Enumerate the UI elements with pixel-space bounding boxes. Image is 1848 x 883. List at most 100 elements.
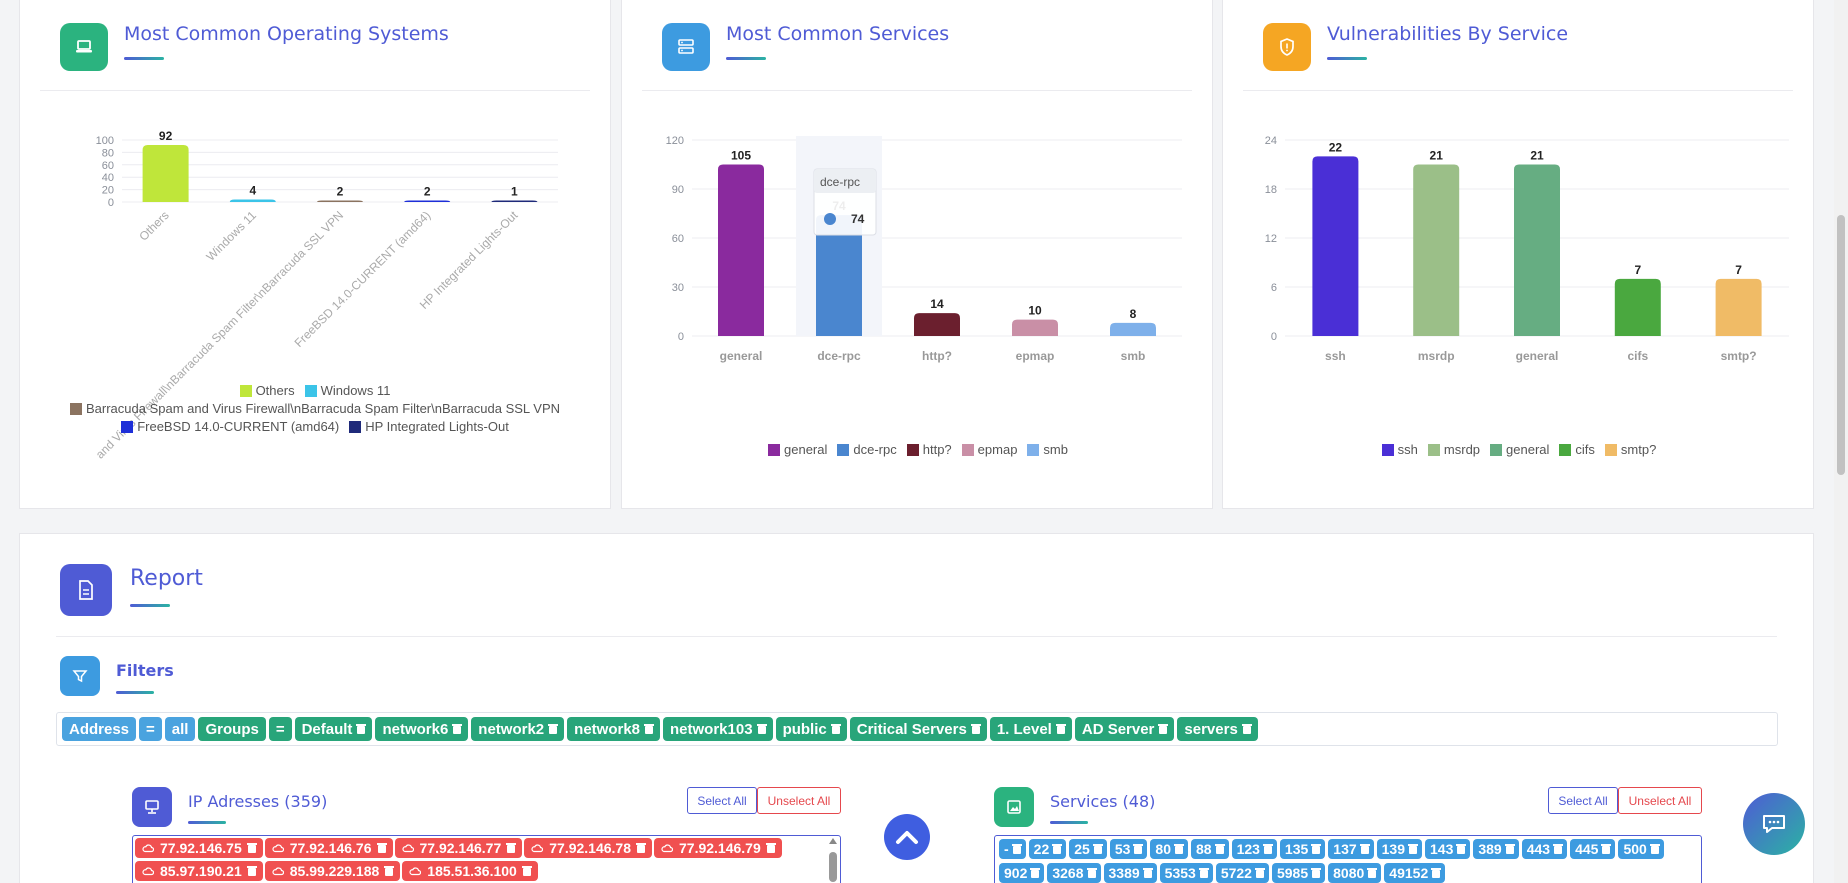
trash-icon[interactable] — [1241, 724, 1252, 734]
service-chip[interactable]: 500 — [1618, 839, 1664, 859]
service-chip[interactable]: 22 — [1028, 839, 1067, 859]
bar[interactable] — [317, 200, 363, 203]
filter-chip[interactable]: all — [164, 717, 196, 741]
trash-icon[interactable] — [1092, 844, 1103, 854]
scrollbar-thumb[interactable] — [1837, 215, 1845, 475]
trash-icon[interactable] — [1456, 844, 1467, 854]
trash-icon[interactable] — [1262, 844, 1273, 854]
service-chip[interactable]: 25 — [1069, 839, 1107, 859]
legend-item[interactable]: Barracuda Spam and Virus Firewall\nBarra… — [70, 400, 560, 418]
service-chip[interactable]: 123 — [1231, 839, 1277, 859]
trash-icon[interactable] — [1504, 844, 1515, 854]
service-chip[interactable]: 3268 — [1047, 863, 1101, 883]
legend-item[interactable]: http? — [906, 441, 952, 459]
bar[interactable] — [1715, 278, 1762, 336]
trash-icon[interactable] — [452, 724, 463, 734]
trash-icon[interactable] — [970, 724, 981, 734]
service-chip[interactable]: 137 — [1328, 839, 1374, 859]
ip-chip[interactable]: 77.92.146.79 — [654, 838, 782, 858]
trash-icon[interactable] — [636, 843, 646, 853]
bar[interactable] — [914, 313, 960, 336]
service-chip[interactable]: 143 — [1425, 839, 1471, 859]
service-chip[interactable]: 135 — [1279, 839, 1326, 859]
service-chip[interactable]: - — [999, 839, 1026, 859]
trash-icon[interactable] — [1601, 844, 1612, 854]
ip-select-all-button[interactable]: Select All — [687, 787, 757, 814]
legend-item[interactable]: Windows 11 — [304, 382, 390, 400]
service-chip[interactable]: 3389 — [1103, 863, 1157, 883]
trash-icon[interactable] — [1086, 868, 1097, 878]
services-unselect-all-button[interactable]: Unselect All — [1618, 787, 1702, 814]
legend-item[interactable]: cifs — [1559, 441, 1595, 459]
trash-icon[interactable] — [1553, 844, 1564, 854]
ip-chip[interactable]: 185.51.36.100 — [402, 861, 538, 881]
bar[interactable] — [1514, 164, 1560, 337]
legend-item[interactable]: smb — [1027, 441, 1068, 459]
service-chip[interactable]: 5353 — [1159, 863, 1213, 883]
service-chip[interactable]: 88 — [1190, 839, 1229, 859]
trash-icon[interactable] — [1311, 844, 1322, 854]
trash-icon[interactable] — [1011, 844, 1022, 854]
filter-chip[interactable]: network2 — [471, 717, 565, 741]
page-scrollbar[interactable] — [1834, 0, 1848, 883]
bar[interactable] — [1312, 156, 1359, 336]
trash-icon[interactable] — [1158, 724, 1169, 734]
service-chip[interactable]: 8080 — [1328, 863, 1382, 883]
filter-chip[interactable]: = — [268, 717, 292, 741]
legend-item[interactable]: ssh — [1381, 441, 1418, 459]
filter-chip[interactable]: servers — [1177, 717, 1258, 741]
filter-chip[interactable]: network8 — [567, 717, 661, 741]
filter-chip[interactable]: Address — [62, 717, 137, 741]
trash-icon[interactable] — [1214, 844, 1225, 854]
trash-icon[interactable] — [1254, 868, 1265, 878]
legend-item[interactable]: Others — [239, 382, 295, 400]
ip-chip[interactable]: 77.92.146.77 — [394, 838, 523, 858]
service-chip[interactable]: 5722 — [1215, 863, 1269, 883]
trash-icon[interactable] — [376, 843, 387, 853]
legend-item[interactable]: epmap — [961, 441, 1017, 459]
service-chip[interactable]: 389 — [1473, 839, 1519, 859]
service-chip[interactable]: 443 — [1521, 839, 1568, 859]
bar[interactable] — [404, 200, 451, 203]
trash-icon[interactable] — [506, 843, 517, 853]
bar[interactable] — [142, 144, 189, 202]
legend-item[interactable]: general — [1490, 441, 1549, 459]
bar[interactable] — [1110, 322, 1156, 336]
trash-icon[interactable] — [1649, 844, 1660, 854]
trash-icon[interactable] — [246, 866, 257, 876]
services-select-all-button[interactable]: Select All — [1548, 787, 1618, 814]
scroll-to-top-button[interactable] — [884, 814, 930, 860]
trash-icon[interactable] — [765, 843, 776, 853]
trash-icon[interactable] — [644, 724, 655, 734]
legend-item[interactable]: FreeBSD 14.0-CURRENT (amd64) — [121, 418, 339, 436]
trash-icon[interactable] — [830, 724, 841, 734]
service-chip[interactable]: 445 — [1570, 839, 1616, 859]
filter-chip[interactable]: Default — [294, 717, 373, 741]
trash-icon[interactable] — [1030, 868, 1041, 878]
trash-icon[interactable] — [1173, 844, 1184, 854]
trash-icon[interactable] — [521, 866, 532, 876]
service-chip[interactable]: 80 — [1150, 839, 1188, 859]
filter-chip[interactable]: = — [139, 717, 162, 741]
bar[interactable] — [1012, 319, 1058, 336]
ip-chip[interactable]: 77.92.146.76 — [264, 838, 393, 858]
bar[interactable] — [1614, 278, 1661, 336]
service-chip[interactable]: 902 — [999, 863, 1045, 883]
trash-icon[interactable] — [1198, 868, 1209, 878]
filters-bar[interactable]: Address = all Groups = Default network6 network… — [56, 712, 1778, 746]
trash-icon[interactable] — [384, 866, 395, 876]
ip-chip[interactable]: 85.99.229.188 — [264, 861, 401, 881]
filter-chip[interactable]: Critical Servers — [849, 717, 987, 741]
ip-unselect-all-button[interactable]: Unselect All — [757, 787, 841, 814]
legend-item[interactable]: msrdp — [1427, 441, 1480, 459]
services-list[interactable]: - 22 25 53 80 88 123 135 137 139 143 389 443 445 500 90… — [994, 835, 1702, 883]
trash-icon[interactable] — [356, 724, 367, 734]
filter-chip[interactable]: network6 — [375, 717, 469, 741]
filter-chip[interactable]: public — [775, 717, 847, 741]
filter-chip[interactable]: Groups — [198, 717, 266, 741]
trash-icon[interactable] — [1133, 844, 1144, 854]
service-chip[interactable]: 53 — [1109, 839, 1148, 859]
filter-chip[interactable]: AD Server — [1074, 717, 1175, 741]
ip-address-list[interactable]: 77.92.146.75 77.92.146.76 77.92.146.77 77.9… — [132, 835, 841, 883]
trash-icon[interactable] — [1431, 868, 1442, 878]
